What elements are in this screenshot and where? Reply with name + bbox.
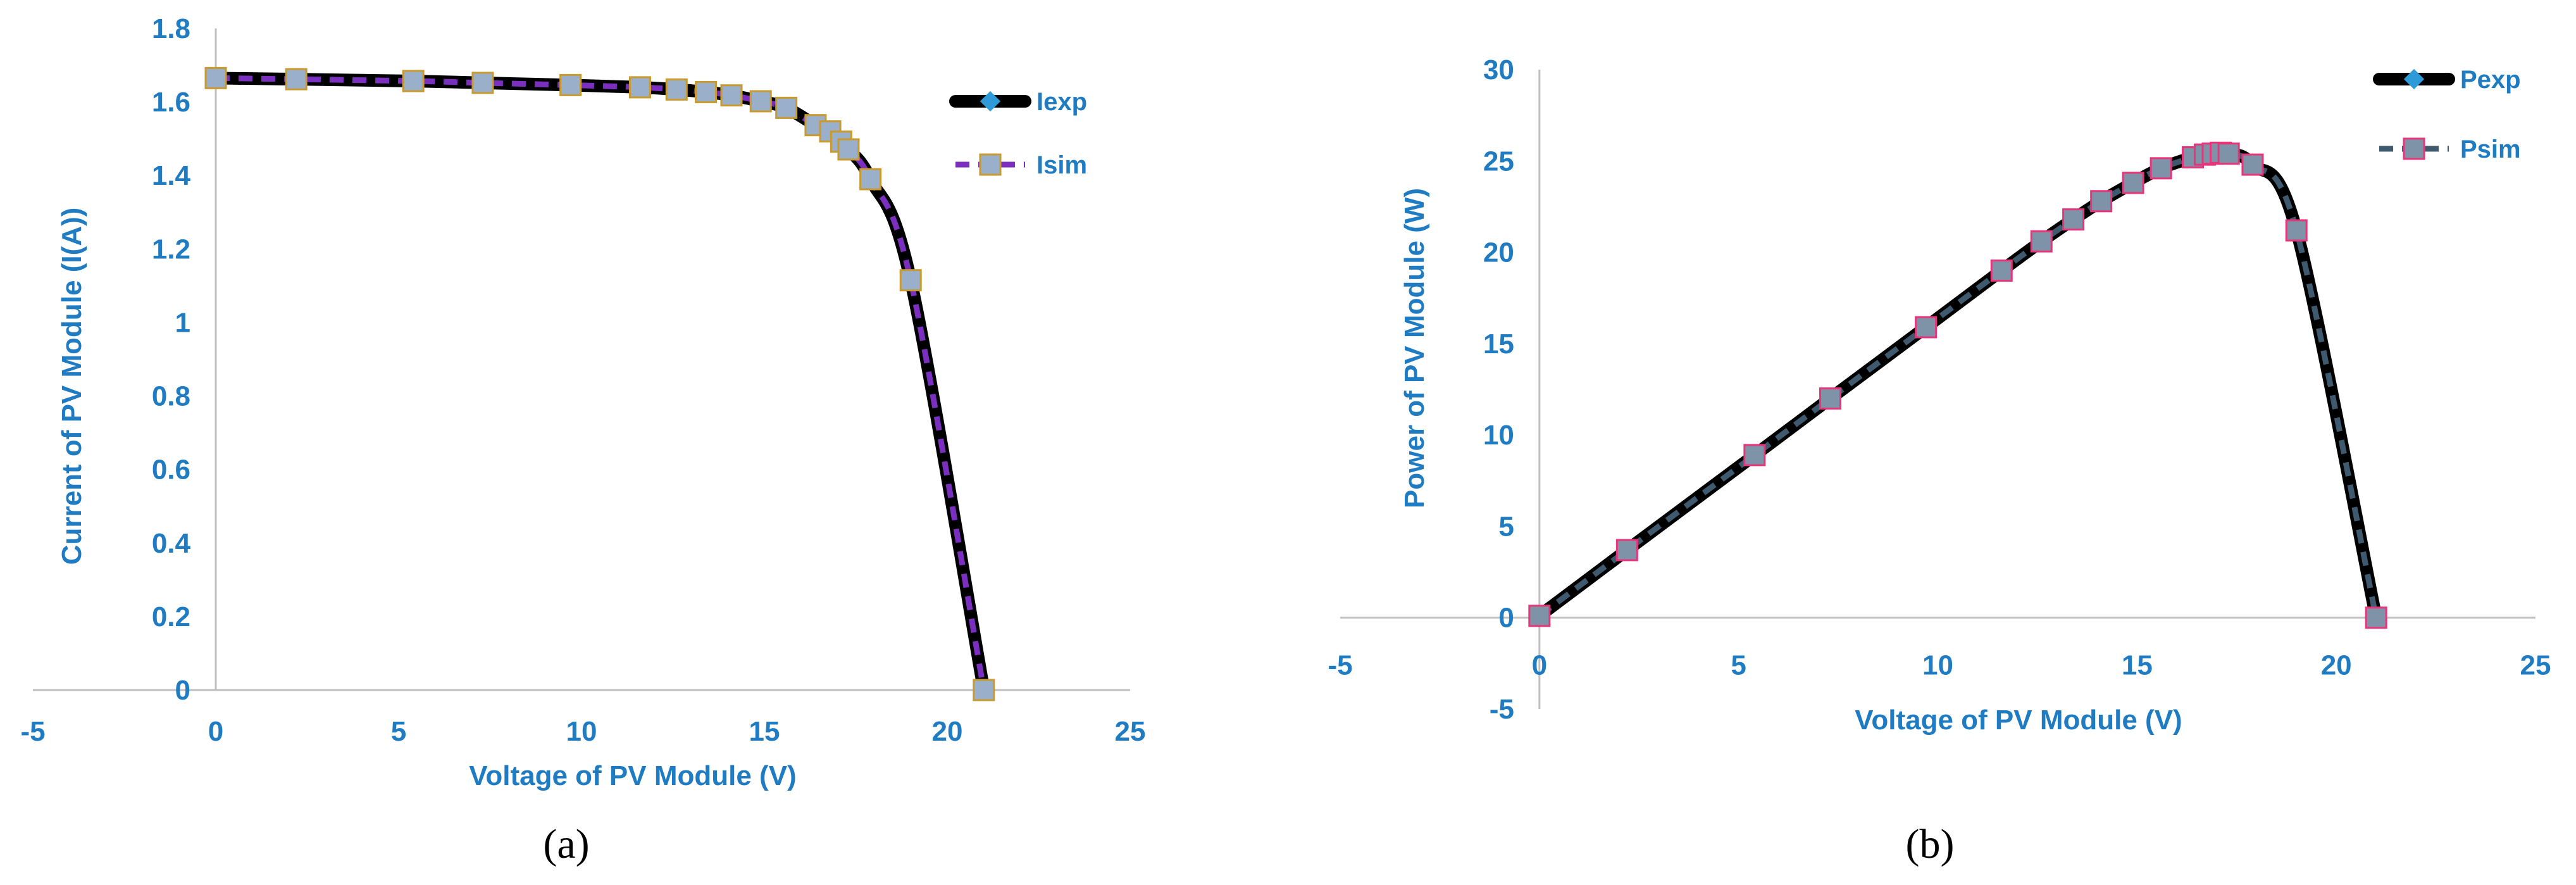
series-psim-point bbox=[2150, 157, 2172, 180]
y-axis-title-a: Current of PV Module (I(A)) bbox=[56, 208, 87, 565]
x-tick-label: 15 bbox=[749, 716, 780, 747]
panel-label-a: (a) bbox=[543, 821, 589, 867]
x-tick-label: 20 bbox=[932, 716, 963, 747]
y-tick-label: 0.4 bbox=[152, 528, 191, 559]
tick-labels-a: -5 0 5 10 15 20 25 0 0.2 0.4 0.6 0.8 1 1.2 1.4 1.6 1.8 bbox=[20, 13, 1145, 747]
series-psim-point bbox=[2062, 208, 2085, 231]
x-tick-label: -5 bbox=[20, 716, 45, 747]
y-tick-label: 1.6 bbox=[152, 87, 190, 118]
legend-marker-pexp-point bbox=[2403, 68, 2425, 90]
series-group-a bbox=[204, 66, 995, 701]
series-group-b bbox=[1528, 141, 2387, 629]
legend-a: Iexp Isim bbox=[949, 88, 1087, 179]
series-isim-point bbox=[973, 679, 995, 701]
x-axis-title-a: Voltage of PV Module (V) bbox=[469, 760, 796, 791]
series-isim-point bbox=[837, 138, 860, 161]
series-psim-point bbox=[2217, 142, 2240, 165]
y-tick-label: 0 bbox=[175, 675, 190, 706]
y-tick-label: 10 bbox=[1483, 420, 1514, 451]
legend-marker-psim-point bbox=[2403, 137, 2425, 160]
legend-label: Isim bbox=[1036, 151, 1087, 179]
legend-marker-iexp-point bbox=[980, 91, 1001, 112]
y-tick-label: 0.2 bbox=[152, 601, 190, 632]
series-isim-point bbox=[899, 269, 922, 292]
legend-label: Psim bbox=[2460, 135, 2521, 163]
legend-marker-isim-point bbox=[979, 153, 1002, 176]
x-tick-label: -5 bbox=[1328, 650, 1352, 681]
series-psim-point bbox=[2090, 190, 2113, 213]
series-psim-point bbox=[1743, 444, 1766, 467]
legend-item-isim: Isim bbox=[955, 151, 1087, 179]
x-tick-label: 10 bbox=[1922, 650, 1953, 681]
series-psim-point bbox=[1915, 316, 1938, 339]
y-tick-label: -5 bbox=[1490, 694, 1514, 725]
x-tick-label: 25 bbox=[1115, 716, 1146, 747]
x-axis-title-b: Voltage of PV Module (V) bbox=[1855, 705, 2182, 736]
y-axis-title-b: Power of PV Module (W) bbox=[1399, 188, 1430, 508]
x-tick-label: 5 bbox=[1731, 650, 1746, 681]
series-isim bbox=[204, 66, 995, 701]
series-isim-point bbox=[665, 78, 688, 101]
y-tick-label: 0.6 bbox=[152, 455, 190, 486]
legend-item-psim: Psim bbox=[2379, 135, 2521, 163]
y-tick-label: 20 bbox=[1483, 237, 1514, 268]
series-psim-point bbox=[1528, 605, 1551, 627]
legend-item-pexp: Pexp bbox=[2373, 66, 2521, 94]
x-tick-label: 10 bbox=[566, 716, 597, 747]
series-psim-point bbox=[2241, 153, 2264, 176]
series-isim-point bbox=[720, 84, 743, 107]
x-tick-label: 0 bbox=[208, 716, 223, 747]
x-tick-label: 0 bbox=[1532, 650, 1547, 681]
y-tick-label: 5 bbox=[1498, 511, 1514, 542]
x-tick-label: 25 bbox=[2520, 650, 2551, 681]
series-isim-point bbox=[695, 80, 718, 103]
chart-panel-b: -5 0 5 10 15 20 25 -5 0 5 10 15 20 25 30 Power of PV M… bbox=[1328, 54, 2551, 867]
series-isim-point bbox=[749, 90, 772, 113]
x-tick-label: 5 bbox=[391, 716, 406, 747]
series-psim-point bbox=[1819, 387, 1841, 410]
y-tick-label: 1.2 bbox=[152, 234, 190, 265]
y-tick-label: 0 bbox=[1498, 603, 1514, 634]
panel-label-b: (b) bbox=[1906, 821, 1955, 867]
series-psim-point bbox=[2030, 230, 2053, 253]
series-isim-point bbox=[775, 96, 798, 119]
series-isim-point bbox=[559, 73, 582, 96]
series-line-isim bbox=[215, 75, 987, 691]
tick-labels-b: -5 0 5 10 15 20 25 -5 0 5 10 15 20 25 30 bbox=[1328, 54, 2551, 725]
series-isim-point bbox=[628, 76, 651, 99]
legend-item-iexp: Iexp bbox=[949, 88, 1087, 116]
chart-panel-a: -5 0 5 10 15 20 25 0 0.2 0.4 0.6 0.8 1 1.2 1.4 1.6 1.8 C… bbox=[20, 13, 1145, 867]
y-tick-label: 25 bbox=[1483, 146, 1514, 177]
y-tick-label: 1.8 bbox=[152, 13, 190, 44]
series-psim-point bbox=[1615, 539, 1638, 562]
series-isim-point bbox=[471, 72, 494, 94]
legend-label: Pexp bbox=[2460, 66, 2521, 94]
series-psim bbox=[1528, 141, 2387, 629]
series-psim-point bbox=[1990, 259, 2013, 282]
x-tick-label: 20 bbox=[2321, 650, 2352, 681]
series-isim-point bbox=[285, 68, 308, 91]
series-psim-point bbox=[2122, 172, 2144, 194]
series-psim-point bbox=[2365, 606, 2387, 629]
legend-label: Iexp bbox=[1036, 88, 1087, 116]
series-isim-point bbox=[859, 168, 882, 191]
y-tick-label: 30 bbox=[1483, 54, 1514, 85]
y-tick-label: 15 bbox=[1483, 329, 1514, 360]
y-tick-label: 0.8 bbox=[152, 381, 190, 412]
y-tick-label: 1.4 bbox=[152, 160, 191, 191]
axes-a bbox=[33, 28, 1130, 691]
series-isim-point bbox=[204, 66, 227, 89]
series-isim-point bbox=[402, 70, 425, 92]
series-psim-point bbox=[2285, 219, 2308, 242]
x-tick-label: 15 bbox=[2122, 650, 2153, 681]
legend-b: Pexp Psim bbox=[2373, 66, 2521, 163]
y-tick-label: 1 bbox=[175, 307, 190, 338]
